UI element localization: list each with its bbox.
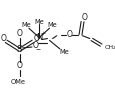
Text: OMe: OMe <box>11 79 26 85</box>
Text: Me: Me <box>47 22 57 28</box>
Text: Me: Me <box>34 19 44 25</box>
Text: O: O <box>81 13 87 22</box>
Text: +: + <box>40 31 46 36</box>
Text: O: O <box>0 34 6 43</box>
Text: −: − <box>35 46 40 51</box>
Text: Me: Me <box>59 49 68 55</box>
Text: S: S <box>17 45 22 54</box>
Text: O: O <box>17 29 22 38</box>
Text: CH₂: CH₂ <box>103 45 115 50</box>
Text: Me: Me <box>21 22 30 28</box>
Text: N: N <box>36 33 42 42</box>
Text: O: O <box>33 34 39 43</box>
Text: O: O <box>66 30 71 39</box>
Text: O: O <box>32 41 38 50</box>
Text: O: O <box>17 61 22 70</box>
